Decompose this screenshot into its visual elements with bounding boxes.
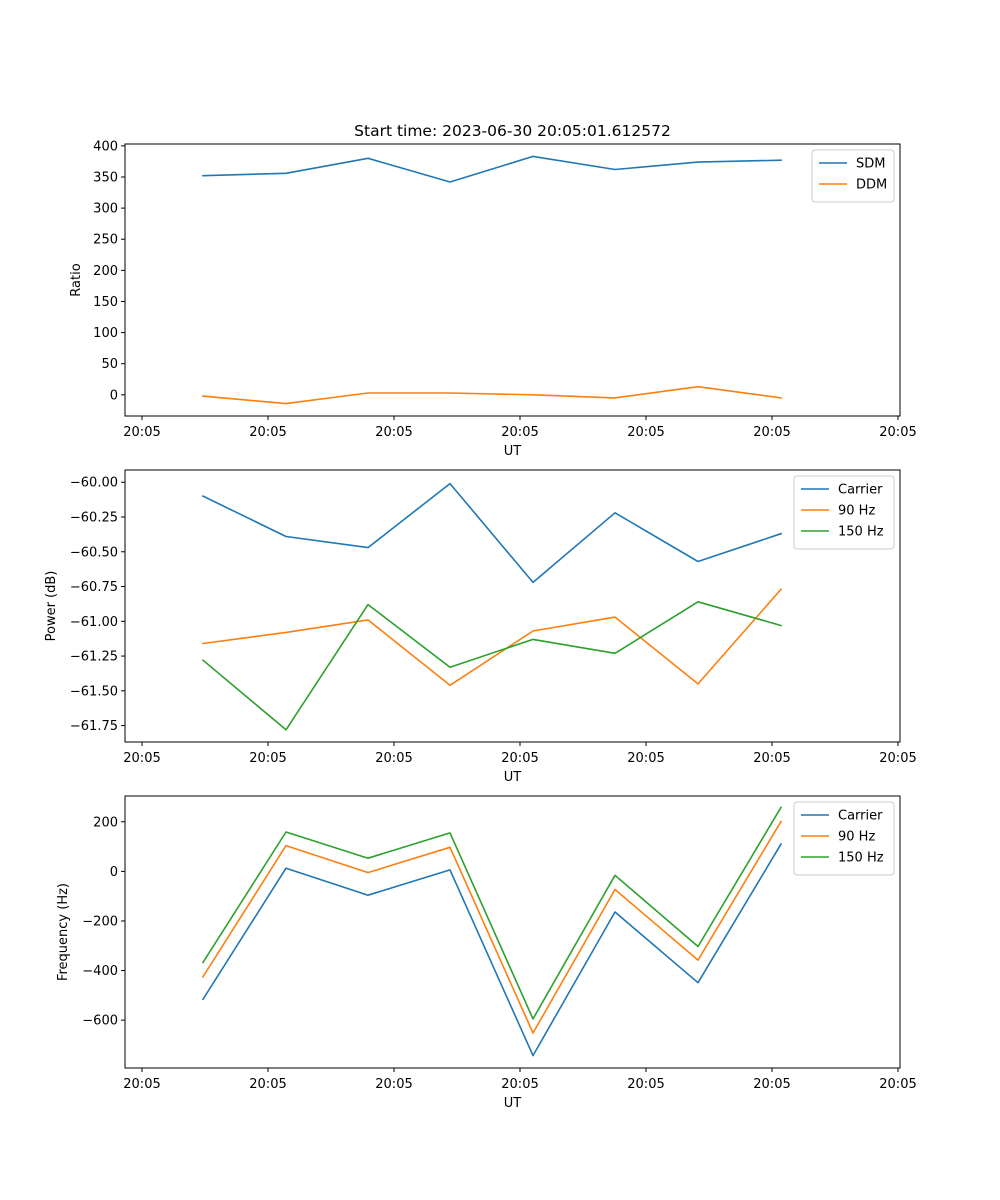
x-tick-label: 20:05 — [627, 751, 664, 766]
y-tick-label: 50 — [101, 357, 118, 372]
y-tick-label: −61.00 — [70, 615, 118, 630]
y-tick-label: −60.00 — [70, 476, 118, 491]
y-tick-label: 100 — [93, 326, 118, 341]
y-tick-label: −61.25 — [70, 650, 118, 665]
legend-label: 150 Hz — [838, 525, 884, 540]
legend: Carrier 90 Hz 150 Hz — [793, 475, 895, 550]
chart-panel-3: 20:05 20:05 20:05 20:05 20:05 20:05 20:05 −600 −… — [56, 795, 917, 1111]
x-tick-label: 20:05 — [879, 751, 916, 766]
legend: Carrier 90 Hz 150 Hz — [793, 801, 895, 876]
y-tick-label: −200 — [82, 914, 118, 929]
x-tick-label: 20:05 — [753, 751, 790, 766]
x-tick-label: 20:05 — [123, 751, 160, 766]
x-axis-label: UT — [504, 770, 522, 785]
x-tick-label: 20:05 — [123, 1077, 160, 1092]
y-tick-label: 300 — [93, 202, 118, 217]
y-tick-label: 0 — [110, 865, 118, 880]
y-tick-label: −400 — [82, 964, 118, 979]
x-tick-label: 20:05 — [249, 425, 286, 440]
x-tick-label: 20:05 — [501, 1077, 538, 1092]
chart-title: Start time: 2023-06-30 20:05:01.612572 — [354, 122, 671, 140]
x-axis-label: UT — [504, 444, 522, 459]
x-tick-label: 20:05 — [627, 425, 664, 440]
legend-label: SDM — [856, 157, 885, 172]
x-tick-label: 20:05 — [879, 1077, 916, 1092]
y-axis-label: Ratio — [69, 263, 84, 296]
y-tick-label: 400 — [93, 139, 118, 154]
y-tick-label: −61.50 — [70, 684, 118, 699]
series-line-ddm — [202, 385, 782, 405]
chart-panel-1: Start time: 2023-06-30 20:05:01.612572 20… — [69, 122, 917, 459]
series-line-90-hz — [201, 820, 783, 1034]
x-tick-label: 20:05 — [501, 425, 538, 440]
plot-frame — [124, 469, 901, 743]
x-tick-label: 20:05 — [753, 1077, 790, 1092]
x-tick-label: 20:05 — [123, 425, 160, 440]
series-line-carrier — [201, 482, 783, 584]
plot-frame — [124, 143, 901, 417]
legend-label: 90 Hz — [838, 830, 875, 845]
y-tick-label: −60.25 — [70, 511, 118, 526]
x-tick-label: 20:05 — [753, 425, 790, 440]
y-tick-label: 200 — [93, 264, 118, 279]
x-tick-label: 20:05 — [375, 751, 412, 766]
x-tick-label: 20:05 — [375, 1077, 412, 1092]
legend-label: DDM — [856, 178, 887, 193]
y-tick-label: 250 — [93, 233, 118, 248]
x-tick-label: 20:05 — [501, 751, 538, 766]
legend-label: 150 Hz — [838, 851, 884, 866]
legend-label: 90 Hz — [838, 504, 875, 519]
y-tick-label: −60.50 — [70, 545, 118, 560]
x-tick-label: 20:05 — [249, 1077, 286, 1092]
legend-label: Carrier — [838, 809, 883, 824]
series-line-carrier — [201, 843, 783, 1057]
chart-panel-2: 20:05 20:05 20:05 20:05 20:05 20:05 20:05 −61.7… — [44, 469, 917, 785]
y-tick-label: 200 — [93, 815, 118, 830]
y-tick-label: −61.75 — [70, 719, 118, 734]
legend: SDM DDM — [811, 149, 895, 203]
legend-label: Carrier — [838, 483, 883, 498]
series-line-150-hz — [201, 600, 782, 731]
y-axis-label: Power (dB) — [44, 571, 59, 642]
y-tick-label: 150 — [93, 295, 118, 310]
x-tick-label: 20:05 — [375, 425, 412, 440]
y-tick-label: −600 — [82, 1014, 118, 1029]
y-tick-label: 350 — [93, 170, 118, 185]
y-axis-label: Frequency (Hz) — [56, 883, 71, 981]
y-tick-label: −60.75 — [70, 580, 118, 595]
plot-frame — [124, 795, 901, 1069]
x-tick-label: 20:05 — [249, 751, 286, 766]
x-axis-label: UT — [504, 1096, 522, 1111]
x-tick-label: 20:05 — [627, 1077, 664, 1092]
series-line-150-hz — [201, 806, 783, 1020]
series-line-90-hz — [202, 588, 783, 687]
y-tick-label: 0 — [110, 388, 118, 403]
x-tick-label: 20:05 — [879, 425, 916, 440]
series-line-sdm — [202, 155, 782, 183]
